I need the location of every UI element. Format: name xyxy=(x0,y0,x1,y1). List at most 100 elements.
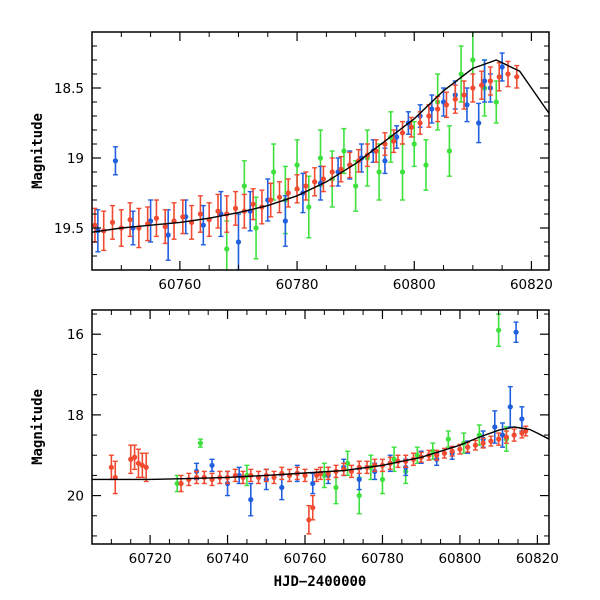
bottom-ylabel: Magnitude xyxy=(30,389,46,465)
top-green-point xyxy=(458,71,464,77)
top-red-point xyxy=(417,120,423,126)
bottom-green-point xyxy=(430,448,436,454)
bottom-green-point xyxy=(414,452,420,458)
bottom-red-point xyxy=(108,464,114,470)
bottom-red-point xyxy=(496,436,502,442)
top-red-point xyxy=(232,205,239,211)
bottom-ytick-label: 20 xyxy=(67,489,84,505)
top-red-point xyxy=(443,102,450,108)
bottom-red-point xyxy=(306,517,312,523)
bottom-xtick-label: 60720 xyxy=(129,551,172,567)
bottom-red-point xyxy=(503,434,509,440)
bottom-xtick-label: 60820 xyxy=(516,551,559,567)
top-red-point xyxy=(320,176,327,182)
bottom-blue-point xyxy=(209,462,215,468)
bottom-red-point xyxy=(139,462,145,468)
top-red-point xyxy=(479,82,485,88)
top-ytick-label: 19.5 xyxy=(54,221,84,237)
bottom-xtick-label: 60760 xyxy=(284,551,327,567)
top-green-point xyxy=(411,141,417,147)
top-plot-area xyxy=(92,32,549,270)
bottom-xlabel: HJD−2400000 xyxy=(274,574,367,590)
bottom-model-curve xyxy=(92,426,549,481)
top-red-point xyxy=(303,183,309,189)
bottom-red-point xyxy=(465,444,471,450)
top-red-point xyxy=(153,215,160,221)
top-red-point xyxy=(399,130,406,136)
top-green-point xyxy=(376,169,382,175)
bottom-blue-point xyxy=(492,424,498,430)
top-blue-point xyxy=(464,102,470,108)
bottom-red-point xyxy=(132,454,138,460)
top-xtick-label: 60820 xyxy=(510,277,553,293)
top-ytick-label: 18.5 xyxy=(54,81,84,97)
bottom-blue-point xyxy=(519,416,525,422)
top-model-curve xyxy=(92,59,549,233)
top-blue-point xyxy=(499,64,505,70)
top-blue-point xyxy=(481,78,488,84)
top-ylabel: Magnitude xyxy=(30,113,46,189)
bottom-red-point xyxy=(178,480,184,487)
top-red-point xyxy=(452,96,458,102)
bottom-red-point xyxy=(488,438,494,444)
bottom-green-point xyxy=(356,492,362,499)
bottom-red-point xyxy=(523,428,529,434)
bottom-xtick-label: 60800 xyxy=(438,551,481,567)
top-red-point xyxy=(250,201,256,207)
bottom-blue-point xyxy=(499,432,506,438)
bottom-green-point xyxy=(321,472,327,479)
top-blue-point xyxy=(235,239,242,245)
bottom-xtick-label: 60740 xyxy=(206,551,249,567)
top-red-point xyxy=(514,74,520,80)
top-red-point xyxy=(215,208,221,214)
bottom-red-point xyxy=(449,448,455,454)
bottom-green-point xyxy=(197,440,204,446)
top-blue-point xyxy=(282,218,288,224)
bottom-green-point xyxy=(345,460,351,466)
top-red-point xyxy=(496,74,502,80)
top-green-point xyxy=(294,162,300,168)
bottom-green-point xyxy=(496,327,502,333)
top-green-point xyxy=(399,169,406,175)
top-blue-point xyxy=(394,134,400,140)
top-green-point xyxy=(470,57,476,63)
top-green-point xyxy=(341,148,347,154)
top-green-point xyxy=(446,148,452,154)
bottom-red-point xyxy=(193,474,200,481)
top-ticks: 60760 60780 60800 60820 18.5 19 19.5 xyxy=(54,31,553,293)
bottom-red-point xyxy=(472,442,479,448)
bottom-red-point xyxy=(314,472,320,479)
bottom-red-point xyxy=(457,446,463,452)
top-green-point xyxy=(423,162,429,168)
bottom-red-point xyxy=(135,460,142,466)
bottom-blue-point xyxy=(279,484,285,491)
top-red-point xyxy=(127,217,133,223)
top-red-point xyxy=(180,214,186,220)
top-green-point xyxy=(253,225,259,231)
top-red-point xyxy=(268,197,274,203)
top-green-point xyxy=(241,183,247,189)
top-red-point xyxy=(276,194,283,200)
bottom-red-point xyxy=(128,456,134,462)
bottom-blue-point xyxy=(310,480,316,487)
top-red-point xyxy=(435,106,441,112)
bottom-green-point xyxy=(174,480,180,487)
top-blue-point xyxy=(165,232,171,238)
top-xtick-label: 60800 xyxy=(393,277,436,293)
bottom-green-point xyxy=(333,484,339,491)
top-green-point xyxy=(271,169,277,175)
bottom-blue-point xyxy=(507,404,513,410)
bottom-red-point xyxy=(271,474,277,481)
bottom-red-point xyxy=(480,440,486,446)
top-red-point xyxy=(285,190,291,196)
bottom-blue-point xyxy=(513,329,519,335)
bottom-green-point xyxy=(445,436,451,442)
top-ytick-label: 19 xyxy=(67,151,84,167)
top-green-point xyxy=(353,183,359,189)
top-red-point xyxy=(426,113,432,119)
top-red-point xyxy=(487,78,494,84)
top-red-point xyxy=(505,71,511,77)
bottom-red-point xyxy=(434,452,440,458)
top-blue-point xyxy=(200,222,206,228)
